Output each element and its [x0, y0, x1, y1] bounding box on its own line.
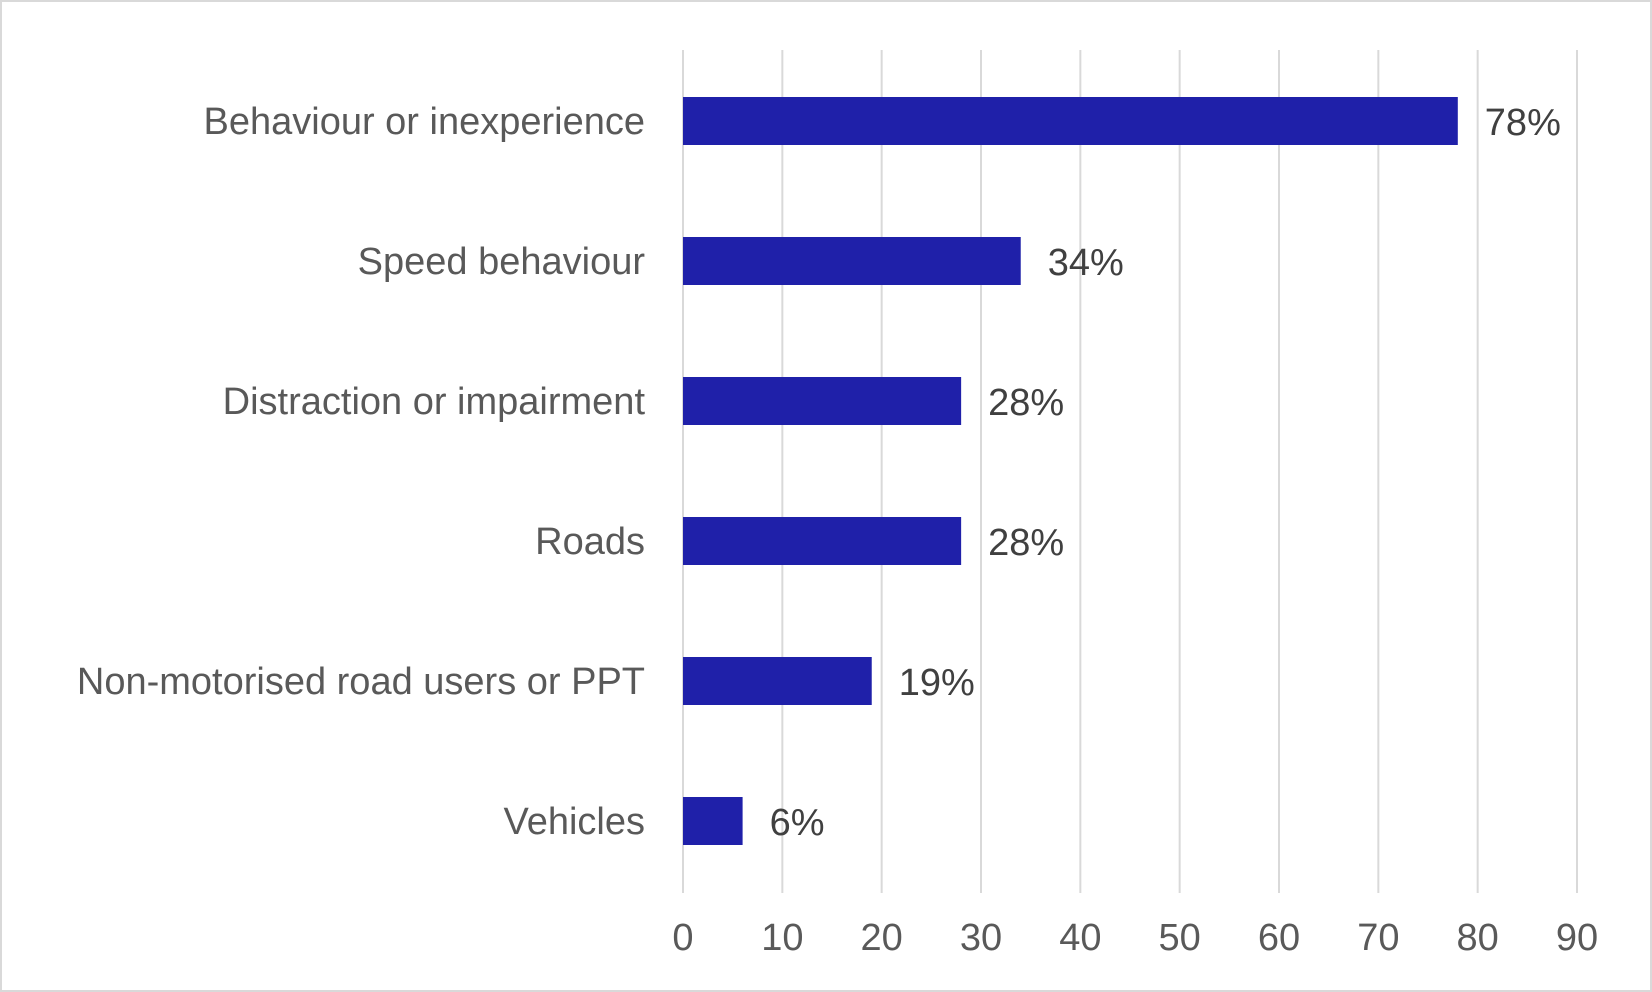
- bar: [683, 377, 962, 425]
- category-label: Non-motorised road users or PPT: [77, 661, 645, 703]
- category-label: Vehicles: [503, 801, 645, 843]
- x-tick-label: 30: [960, 917, 1002, 959]
- bar: [683, 237, 1021, 285]
- x-tick-label: 60: [1258, 917, 1300, 959]
- x-tick-label: 0: [672, 917, 693, 959]
- bar: [683, 97, 1458, 145]
- x-tick-label: 80: [1457, 917, 1499, 959]
- data-label: 78%: [1485, 102, 1561, 144]
- data-label: 19%: [899, 662, 975, 704]
- data-label: 28%: [988, 522, 1064, 564]
- category-label: Roads: [535, 521, 645, 563]
- x-tick-label: 20: [861, 917, 903, 959]
- category-label: Behaviour or inexperience: [204, 101, 646, 143]
- bar: [683, 657, 872, 705]
- x-tick-label: 50: [1159, 917, 1201, 959]
- data-label: 34%: [1048, 242, 1124, 284]
- x-tick-label: 90: [1556, 917, 1598, 959]
- category-label: Distraction or impairment: [223, 381, 646, 423]
- data-label: 6%: [770, 802, 825, 844]
- x-tick-label: 70: [1357, 917, 1399, 959]
- category-label: Speed behaviour: [358, 241, 646, 283]
- x-tick-label: 40: [1059, 917, 1101, 959]
- bar: [683, 517, 962, 565]
- data-label: 28%: [988, 382, 1064, 424]
- x-tick-label: 10: [761, 917, 803, 959]
- bar: [683, 797, 743, 845]
